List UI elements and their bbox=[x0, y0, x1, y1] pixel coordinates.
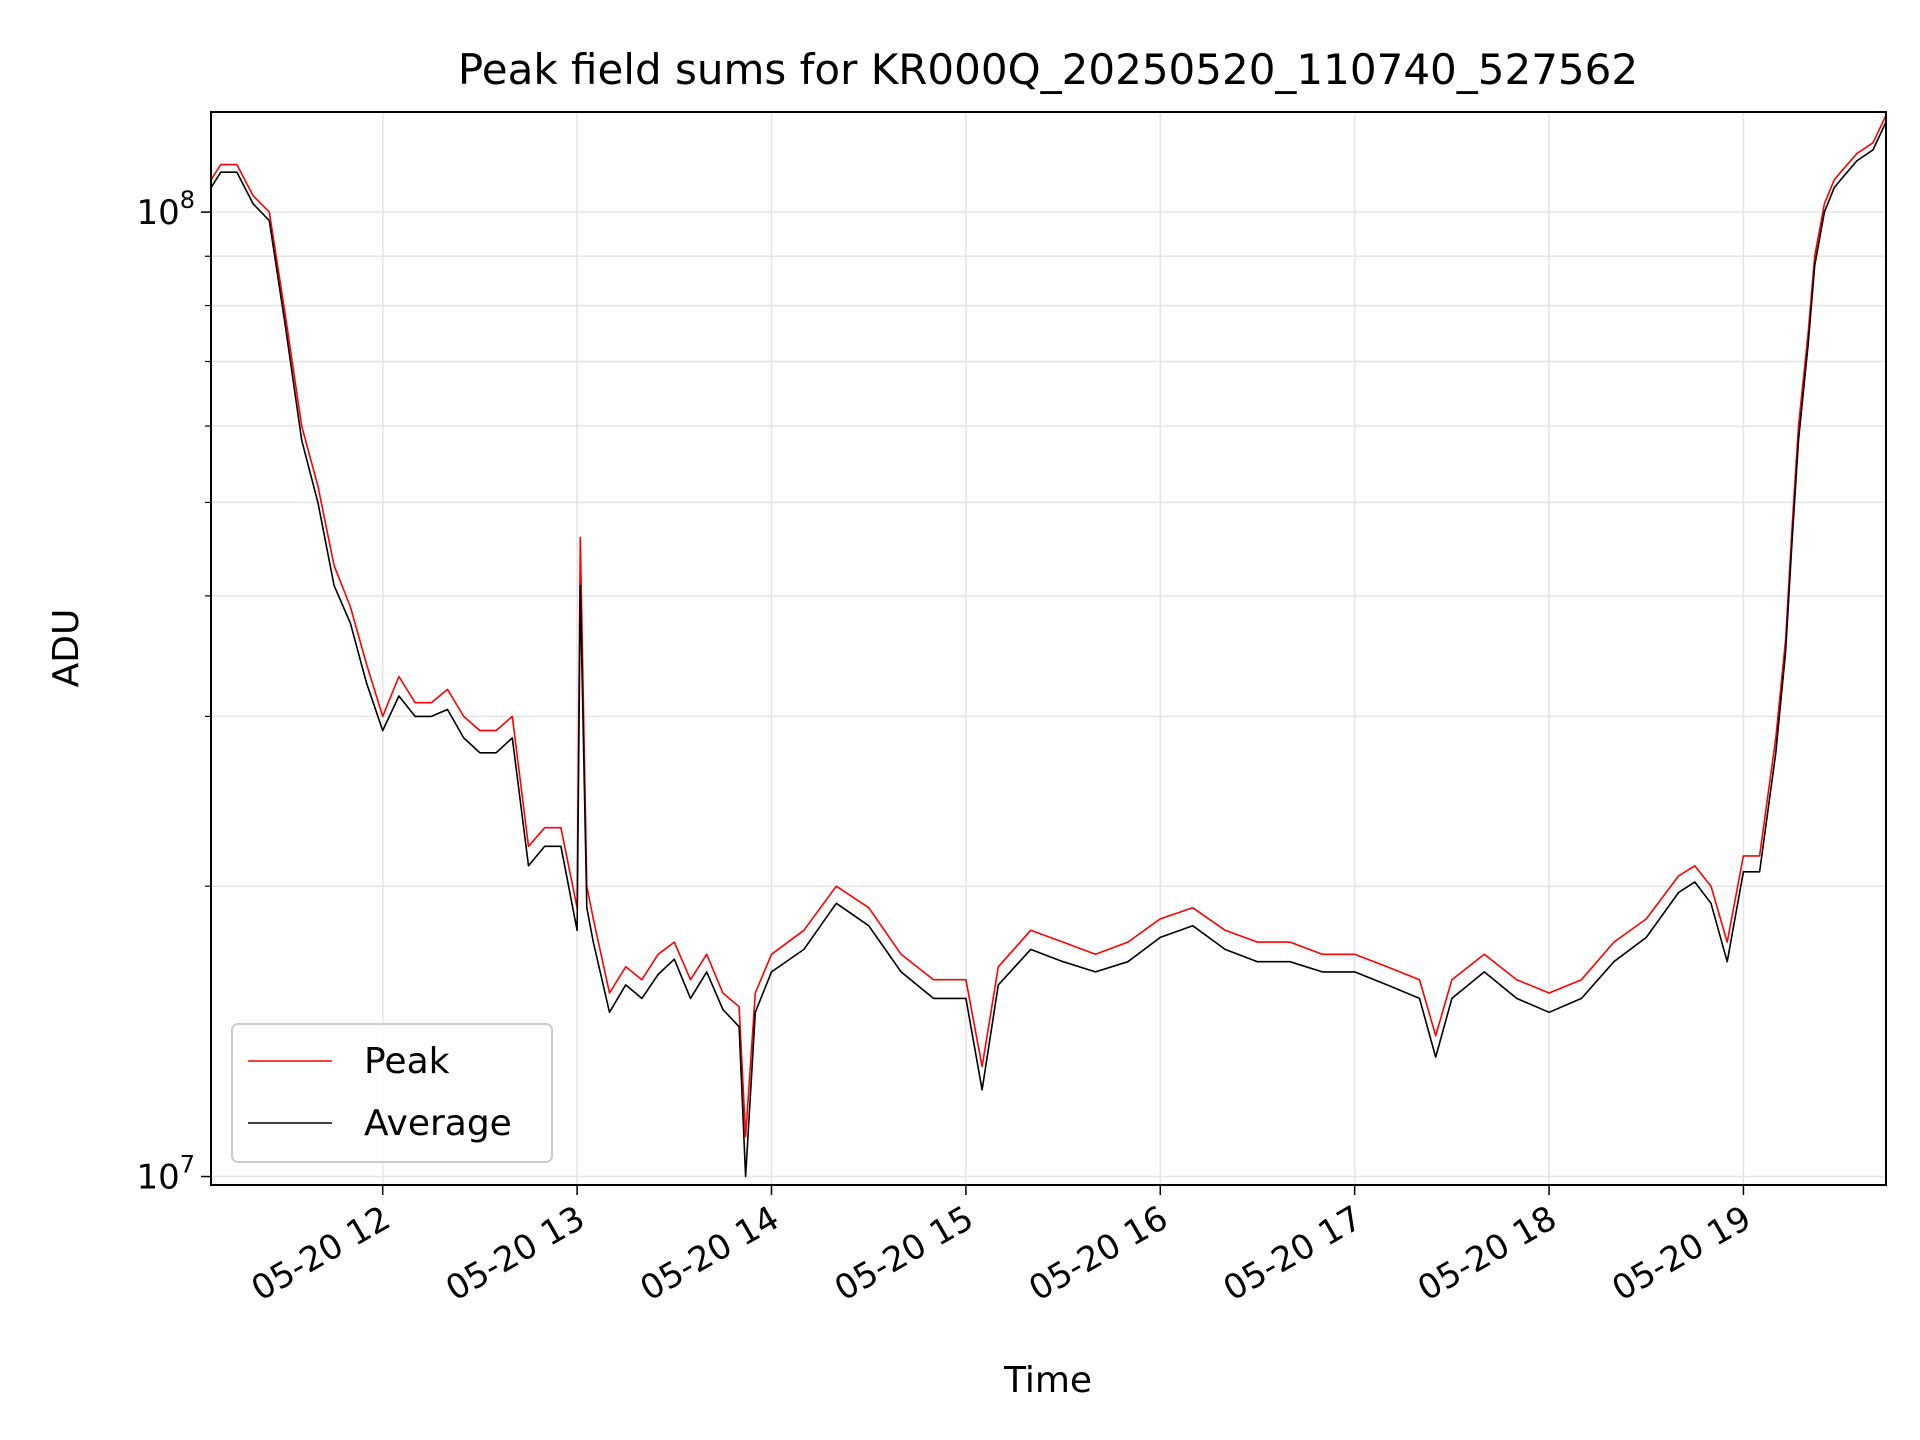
x-tick-label: 05-20 18 bbox=[1411, 1198, 1563, 1309]
y-axis-label: ADU bbox=[46, 609, 87, 688]
x-tick-label: 05-20 16 bbox=[1022, 1198, 1174, 1309]
chart-title: Peak field sums for KR000Q_20250520_1107… bbox=[458, 45, 1638, 94]
y-tick-label: 108 bbox=[136, 186, 195, 233]
series-line-peak bbox=[210, 114, 1887, 1138]
x-axis-ticks: 05-20 12 05-20 13 05-20 14 05-20 15 05-20 16… bbox=[245, 1185, 1758, 1309]
x-tick-label: 05-20 14 bbox=[634, 1198, 786, 1309]
plot-frame bbox=[210, 111, 1887, 1186]
y-tick-label: 107 bbox=[136, 1151, 195, 1198]
x-tick-label: 05-20 17 bbox=[1217, 1198, 1369, 1309]
legend-frame bbox=[231, 1023, 553, 1163]
series-layer bbox=[210, 114, 1887, 1178]
legend: Peak Average bbox=[231, 1023, 553, 1163]
x-axis-label: Time bbox=[1003, 1360, 1092, 1401]
legend-label-peak: Peak bbox=[364, 1041, 450, 1082]
x-tick-label: 05-20 15 bbox=[828, 1198, 980, 1309]
grid bbox=[211, 112, 1886, 1185]
x-tick-label: 05-20 13 bbox=[439, 1198, 591, 1309]
series-line-average bbox=[210, 121, 1887, 1178]
legend-label-average: Average bbox=[364, 1103, 512, 1144]
x-tick-label: 05-20 19 bbox=[1606, 1198, 1758, 1309]
y-axis-ticks: 107 108 bbox=[136, 186, 211, 1198]
x-tick-label: 05-20 12 bbox=[245, 1198, 397, 1309]
